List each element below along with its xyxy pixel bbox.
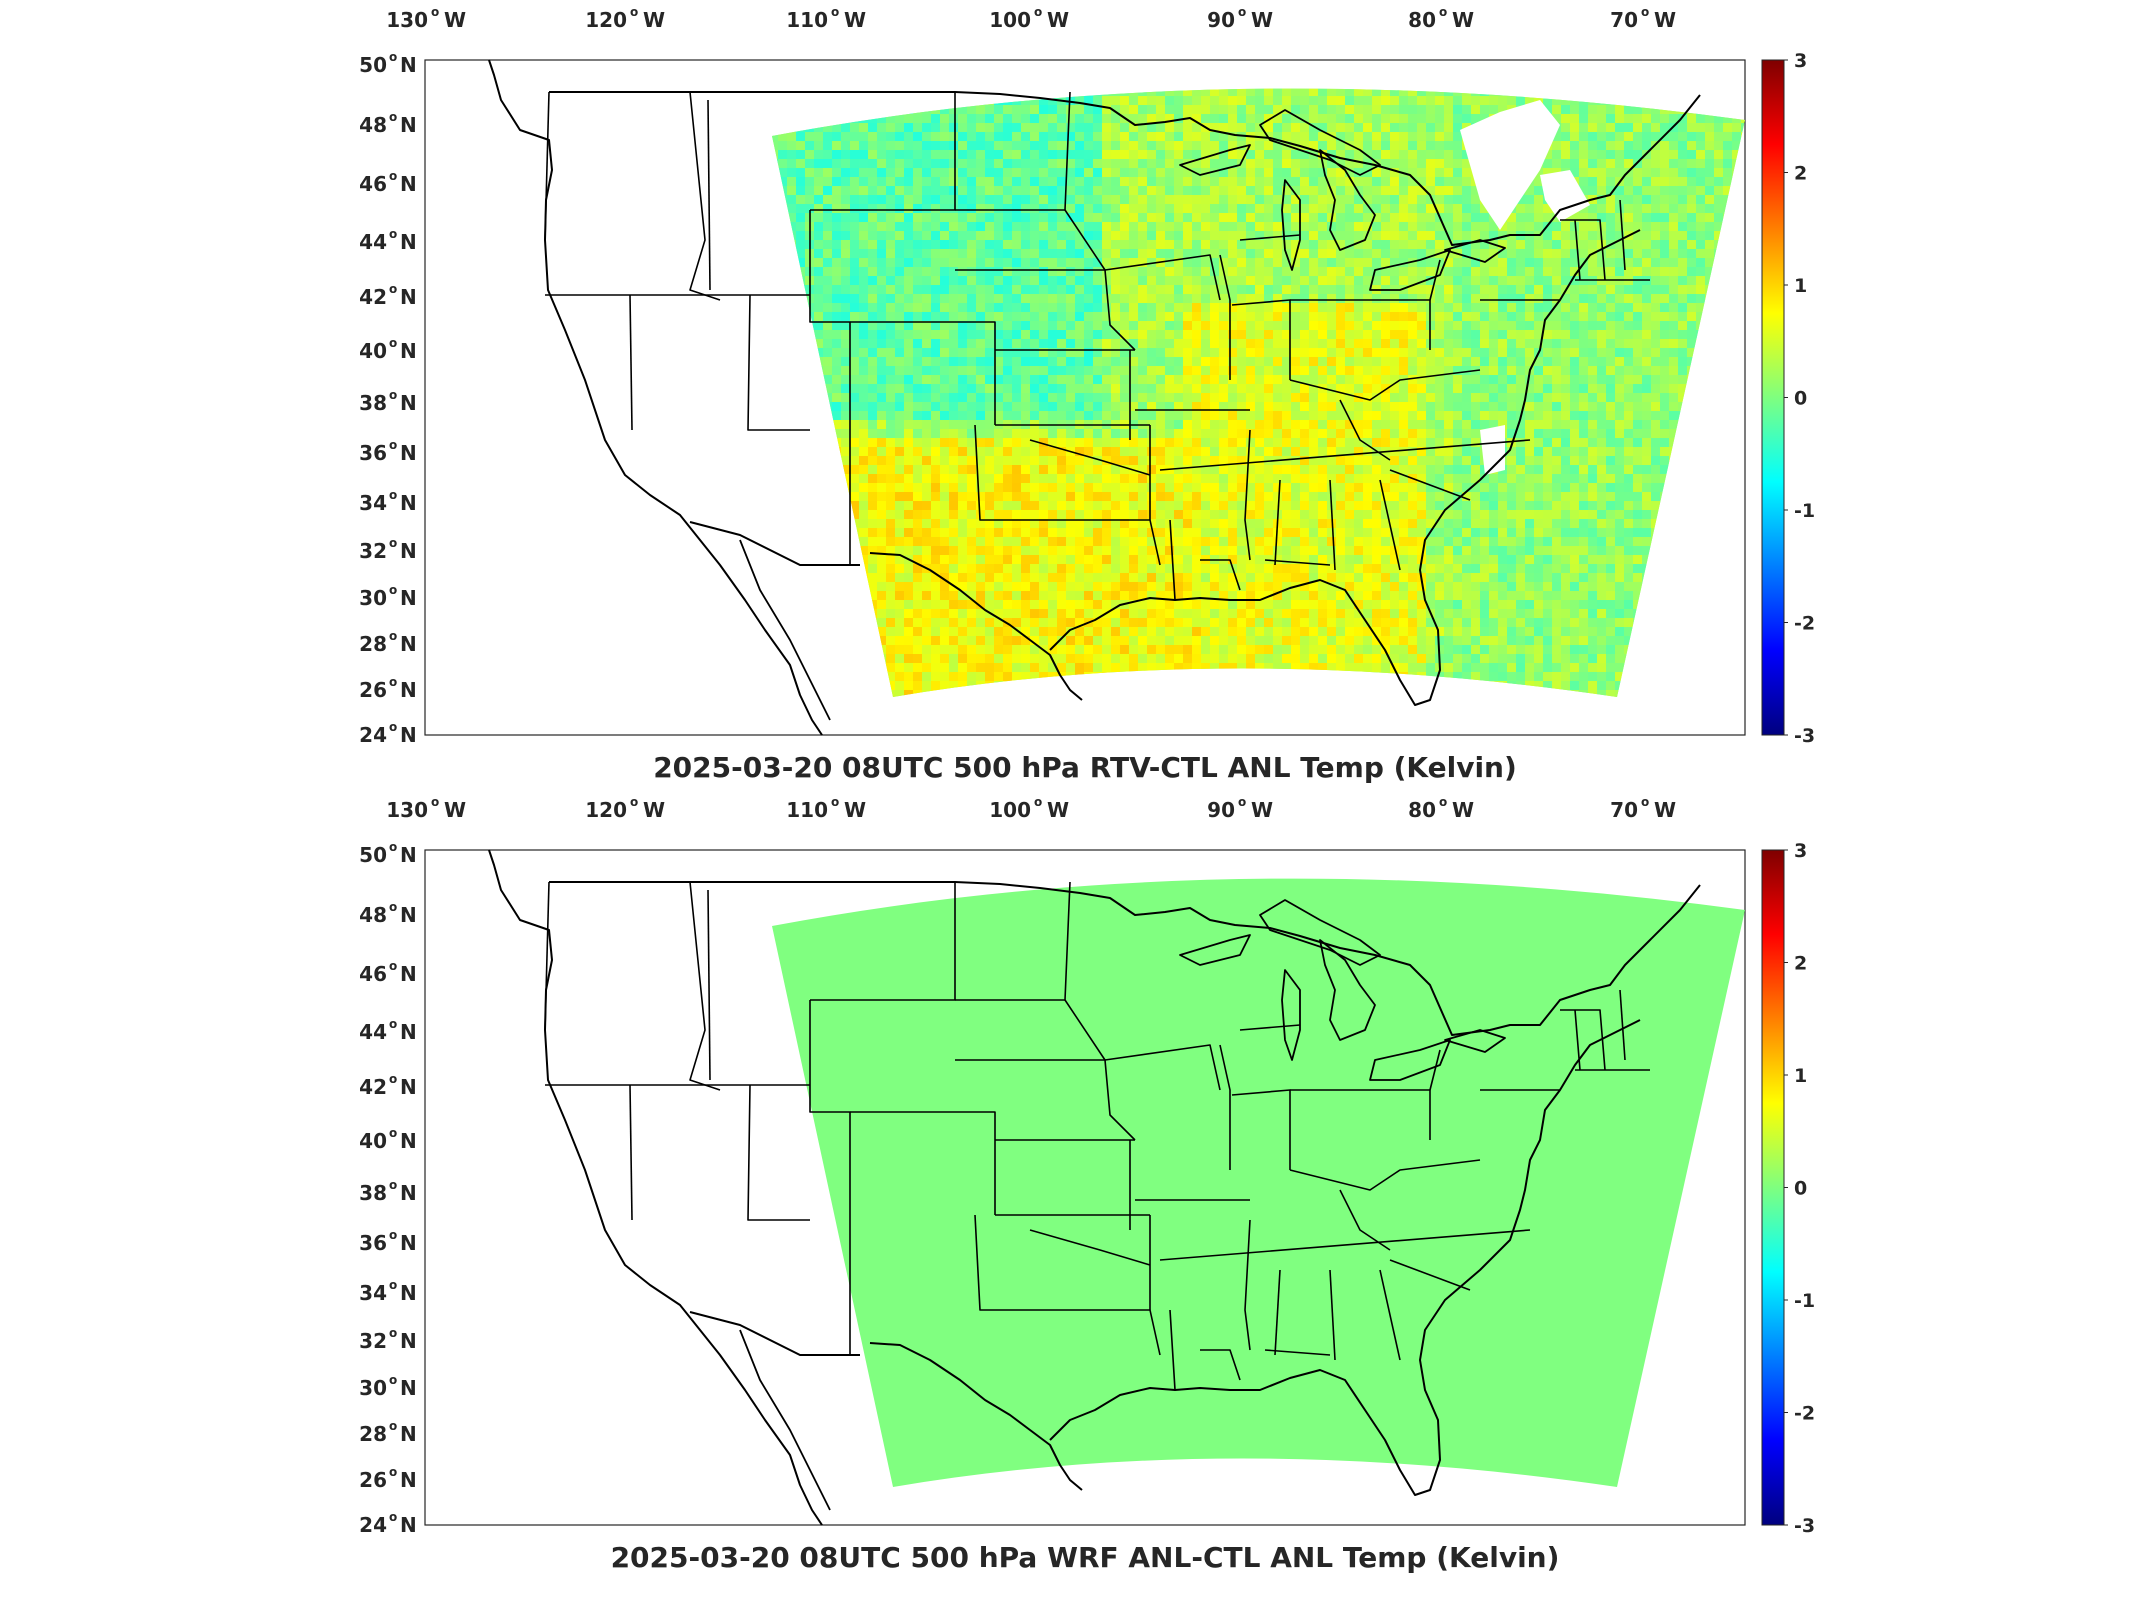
colorbar-tick-label: -1 [1794,500,1815,522]
longitude-tick-label: 70 o W [1610,795,1676,822]
temperature-difference-field [772,88,1745,698]
longitude-axis: 130 o W 120 o W 110 o W 100 o W 90 o W 80 o W 70 o W [386,795,1676,822]
colorbar: 3 2 1 0 -1 -2 -3 [1761,840,1815,1537]
map-panel-wrf-anl-ctl: 130 o W 120 o W 110 o W 100 o W 90 o W 80 o W 70 o W 50 o N 48 o N… [0,790,2133,1584]
longitude-tick-label: 100 o W [989,795,1069,822]
latitude-tick-label: 32 o N [359,1326,417,1353]
coastlines-and-borders [488,59,1701,736]
latitude-tick-label: 42 o N [359,1072,417,1099]
temperature-difference-field [772,878,1745,1488]
latitude-tick-label: 40 o N [359,336,417,363]
latitude-tick-label: 46 o N [359,959,417,986]
panel-title: 2025-03-20 08UTC 500 hPa WRF ANL-CTL ANL… [611,1541,1560,1574]
longitude-tick-label: 120 o W [585,5,665,32]
colorbar-tick-label: 2 [1794,163,1807,185]
longitude-axis: 130 o W 120 o W 110 o W 100 o W 90 o W 80 o W 70 o W [386,5,1676,32]
longitude-tick-label: 80 o W [1408,5,1474,32]
longitude-tick-label: 90 o W [1207,5,1273,32]
latitude-tick-label: 48 o N [359,900,417,927]
longitude-tick-label: 100 o W [989,5,1069,32]
latitude-tick-label: 34 o N [359,488,417,515]
latitude-tick-label: 40 o N [359,1126,417,1153]
latitude-tick-label: 38 o N [359,388,417,415]
colorbar-tick-label: -2 [1794,1403,1815,1425]
latitude-tick-label: 46 o N [359,169,417,196]
longitude-tick-label: 130 o W [386,795,466,822]
longitude-tick-label: 110 o W [786,795,866,822]
colorbar-tick-label: 0 [1794,1178,1807,1200]
colorbar-tick-label: 3 [1794,840,1807,862]
panel-title: 2025-03-20 08UTC 500 hPa RTV-CTL ANL Tem… [653,751,1517,784]
latitude-tick-label: 50 o N [359,840,417,867]
colorbar-tick-label: 3 [1794,50,1807,72]
latitude-tick-label: 24 o N [359,720,417,747]
colorbar-tick-label: 0 [1794,388,1807,410]
coastlines-and-borders [488,849,1701,1526]
map-figure: 130 o W 120 o W 110 o W 100 o W 90 o W 80 o W 70 o W 50 o N 48 o N… [359,795,1815,1574]
latitude-tick-label: 36 o N [359,1228,417,1255]
longitude-tick-label: 130 o W [386,5,466,32]
latitude-tick-label: 50 o N [359,50,417,77]
latitude-axis: 50 o N 48 o N 46 o N 44 o N 42 o N 40 o N 38 o N 36 o N 34 o N 32 o N… [359,840,417,1537]
colorbar-tick-label: -2 [1794,613,1815,635]
map-figure: 130 o W 120 o W 110 o W 100 o W 90 o W 80 o W 70 o W 50 o N 48 o N… [359,5,1815,784]
latitude-tick-label: 32 o N [359,536,417,563]
latitude-tick-label: 24 o N [359,1510,417,1537]
colorbar-tick-label: -3 [1794,1515,1815,1537]
latitude-tick-label: 48 o N [359,110,417,137]
longitude-tick-label: 110 o W [786,5,866,32]
colorbar: 3 2 1 0 -1 -2 -3 [1761,50,1815,747]
latitude-tick-label: 44 o N [359,227,417,254]
colorbar-tick-label: 1 [1794,275,1807,297]
latitude-tick-label: 44 o N [359,1017,417,1044]
latitude-tick-label: 28 o N [359,1419,417,1446]
latitude-tick-label: 26 o N [359,675,417,702]
longitude-tick-label: 70 o W [1610,5,1676,32]
colorbar-tick-label: 2 [1794,953,1807,975]
latitude-tick-label: 36 o N [359,438,417,465]
colorbar-tick-label: -1 [1794,1290,1815,1312]
colorbar-tick-label: -3 [1794,725,1815,747]
latitude-tick-label: 26 o N [359,1465,417,1492]
latitude-tick-label: 42 o N [359,282,417,309]
latitude-tick-label: 30 o N [359,583,417,610]
latitude-tick-label: 38 o N [359,1178,417,1205]
longitude-tick-label: 80 o W [1408,795,1474,822]
latitude-tick-label: 30 o N [359,1373,417,1400]
map-panel-rtv-ctl: 130 o W 120 o W 110 o W 100 o W 90 o W 80 o W 70 o W 50 o N 48 o N… [0,0,2133,794]
latitude-axis: 50 o N 48 o N 46 o N 44 o N 42 o N 40 o N 38 o N 36 o N 34 o N 32 o N… [359,50,417,747]
latitude-tick-label: 34 o N [359,1278,417,1305]
longitude-tick-label: 120 o W [585,795,665,822]
latitude-tick-label: 28 o N [359,629,417,656]
colorbar-tick-label: 1 [1794,1065,1807,1087]
longitude-tick-label: 90 o W [1207,795,1273,822]
